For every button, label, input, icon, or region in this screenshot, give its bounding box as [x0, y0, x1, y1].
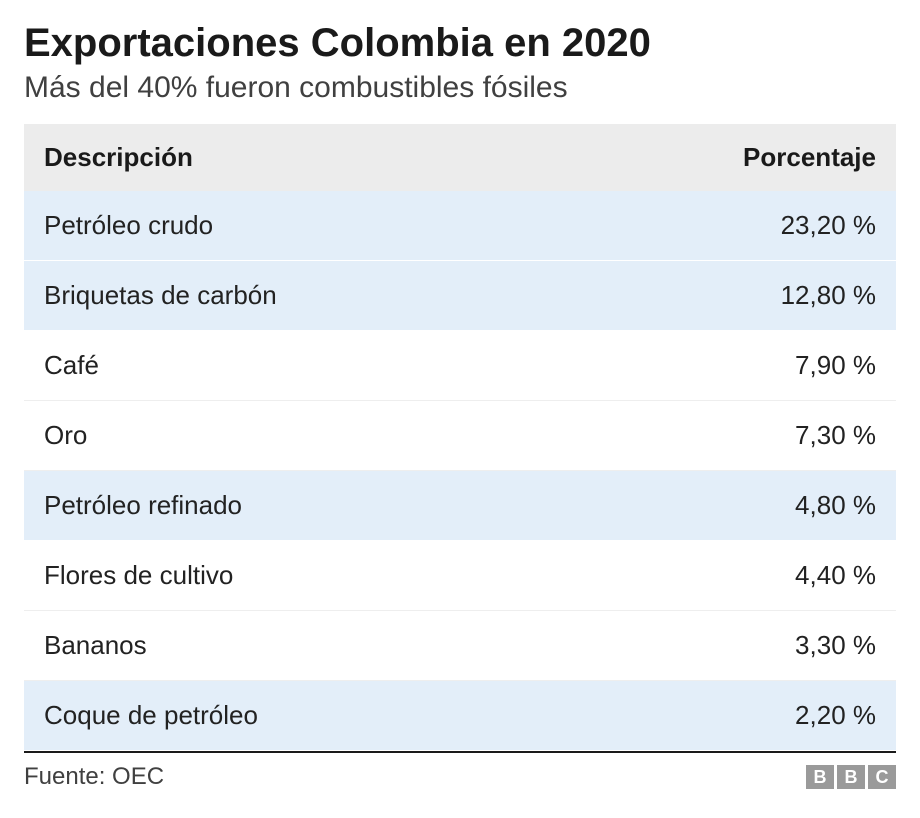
chart-footer: Fuente: OEC B B C [24, 751, 896, 791]
column-header-description: Descripción [24, 124, 558, 191]
cell-percentage: 7,30 % [558, 401, 896, 471]
table-row: Café 7,90 % [24, 331, 896, 401]
table-row: Bananos 3,30 % [24, 611, 896, 681]
chart-subtitle: Más del 40% fueron combustibles fósiles [24, 70, 896, 106]
cell-percentage: 23,20 % [558, 191, 896, 261]
cell-percentage: 12,80 % [558, 261, 896, 331]
cell-percentage: 7,90 % [558, 331, 896, 401]
exports-table: Descripción Porcentaje Petróleo crudo 23… [24, 124, 896, 751]
source-label: Fuente: OEC [24, 763, 164, 791]
table-row: Oro 7,30 % [24, 401, 896, 471]
bbc-logo-block: B [837, 765, 865, 789]
table-row: Petróleo refinado 4,80 % [24, 471, 896, 541]
chart-title: Exportaciones Colombia en 2020 [24, 20, 896, 66]
cell-description: Flores de cultivo [24, 541, 558, 611]
cell-percentage: 4,40 % [558, 541, 896, 611]
table-row: Flores de cultivo 4,40 % [24, 541, 896, 611]
column-header-percentage: Porcentaje [558, 124, 896, 191]
cell-description: Briquetas de carbón [24, 261, 558, 331]
cell-percentage: 2,20 % [558, 681, 896, 751]
cell-percentage: 3,30 % [558, 611, 896, 681]
cell-description: Coque de petróleo [24, 681, 558, 751]
cell-description: Bananos [24, 611, 558, 681]
bbc-logo: B B C [806, 765, 896, 789]
bbc-logo-block: B [806, 765, 834, 789]
table-row: Coque de petróleo 2,20 % [24, 681, 896, 751]
cell-description: Oro [24, 401, 558, 471]
table-body: Petróleo crudo 23,20 % Briquetas de carb… [24, 191, 896, 751]
bbc-logo-block: C [868, 765, 896, 789]
table-header-row: Descripción Porcentaje [24, 124, 896, 191]
table-row: Petróleo crudo 23,20 % [24, 191, 896, 261]
cell-percentage: 4,80 % [558, 471, 896, 541]
table-row: Briquetas de carbón 12,80 % [24, 261, 896, 331]
cell-description: Café [24, 331, 558, 401]
cell-description: Petróleo crudo [24, 191, 558, 261]
cell-description: Petróleo refinado [24, 471, 558, 541]
